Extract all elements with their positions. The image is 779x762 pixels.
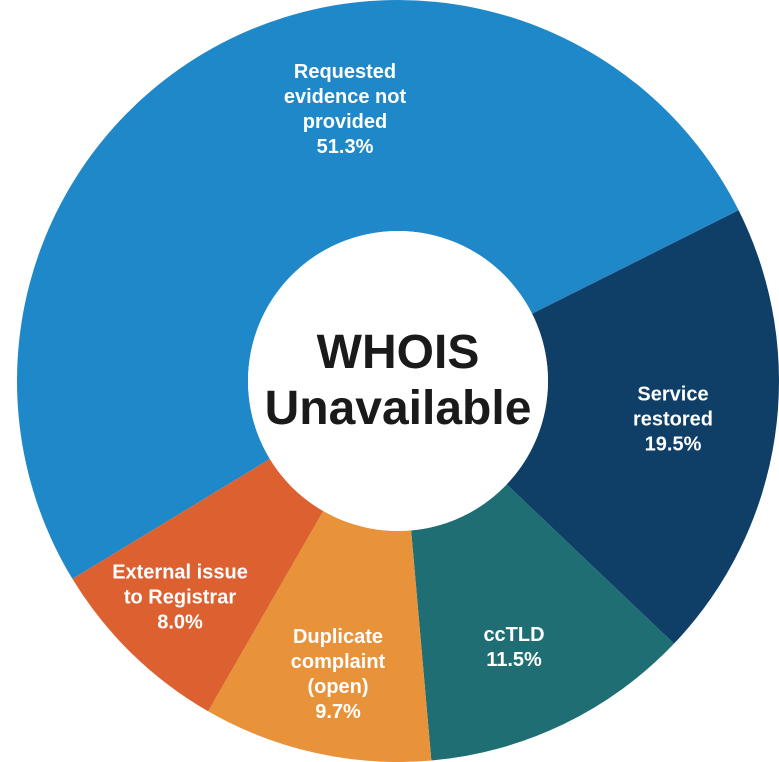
donut-slice <box>208 511 432 762</box>
slice-label: Requested evidence not provided 51.3% <box>270 60 420 160</box>
donut-slice <box>72 458 324 712</box>
category-name: External issue to Registrar <box>112 561 248 609</box>
category-name: Service restored <box>632 383 714 431</box>
donut-slice <box>506 210 779 644</box>
value-label: 51.3% <box>316 136 374 158</box>
chart-title: WHOIS Unavailable <box>264 326 532 435</box>
slice-label: Duplicate complaint (open) 9.7% <box>283 625 393 725</box>
value-label: 19.5% <box>644 433 702 456</box>
slice-label: External issue to Registrar 8.0% <box>105 561 255 636</box>
slice-label: Service restored 19.5% <box>618 383 728 458</box>
value-label: 11.5% <box>486 649 542 671</box>
donut-slice <box>17 0 739 579</box>
value-label: 9.7% <box>315 701 361 723</box>
value-label: 8.0% <box>157 611 203 634</box>
donut-slice <box>411 484 675 761</box>
category-name: ccTLD <box>483 624 545 646</box>
category-name: Requested evidence not provided <box>283 61 407 133</box>
slice-label: ccTLD 11.5% <box>459 623 569 673</box>
donut-hole <box>248 231 548 531</box>
category-name: Duplicate complaint (open) <box>290 626 386 698</box>
